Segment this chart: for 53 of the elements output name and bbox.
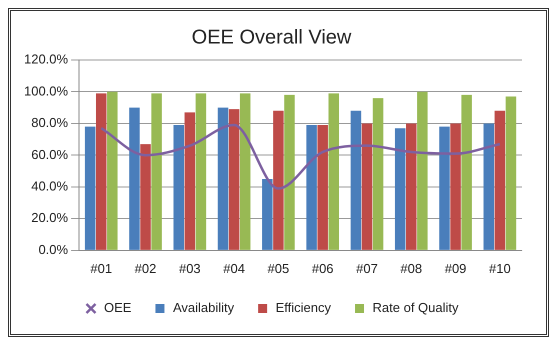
bar (140, 144, 151, 250)
bar (328, 93, 340, 250)
bar (362, 123, 372, 250)
bar (372, 98, 384, 250)
bar (417, 92, 428, 250)
bar (173, 125, 184, 250)
bar (484, 123, 494, 250)
x-tick-label: #02 (134, 260, 156, 276)
bar (306, 125, 317, 250)
bar (439, 126, 450, 250)
bar (273, 110, 284, 250)
x-tick-label: #07 (356, 260, 378, 276)
bar (450, 123, 461, 250)
bar (96, 93, 106, 250)
bar (317, 125, 328, 250)
x-tick-label: #08 (400, 260, 422, 276)
x-tick-label: #10 (489, 260, 511, 276)
bar (284, 94, 295, 250)
x-tick-label: #09 (444, 260, 466, 276)
y-tick-label: 100.0% (24, 83, 69, 98)
bar (218, 108, 228, 250)
line-series (100, 124, 502, 190)
x-tick-label: #05 (268, 260, 290, 276)
y-tick-label: 80.0% (31, 115, 69, 130)
bar (262, 179, 273, 250)
bar (84, 126, 96, 250)
legend-label: Efficiency (276, 300, 332, 316)
y-tick-label: 40.0% (31, 178, 69, 194)
bar (129, 108, 140, 250)
bar (196, 93, 206, 250)
x-tick-label: #01 (90, 260, 112, 276)
bar (506, 96, 516, 250)
bar (406, 123, 417, 250)
bar (107, 92, 118, 250)
bar (494, 110, 506, 250)
legend-label: Rate of Quality (372, 300, 460, 316)
x-tick-label: #04 (223, 260, 245, 276)
y-tick-label: 120.0% (24, 52, 69, 67)
y-tick-label: 60.0% (31, 146, 69, 162)
y-tick-label: 20.0% (31, 210, 69, 226)
bar (240, 93, 250, 250)
bar (228, 109, 240, 250)
legend-label: OEE (104, 300, 132, 316)
bar (461, 94, 472, 250)
y-tick-label: 0.0% (38, 242, 69, 257)
x-tick-label: #06 (312, 260, 334, 276)
bar (184, 112, 196, 250)
legend-label: Availability (172, 300, 235, 316)
bar (394, 128, 406, 250)
bar (350, 110, 362, 250)
x-tick-label: #03 (178, 260, 201, 276)
bar (151, 93, 162, 250)
chart-title: OEE Overall View (192, 26, 352, 49)
